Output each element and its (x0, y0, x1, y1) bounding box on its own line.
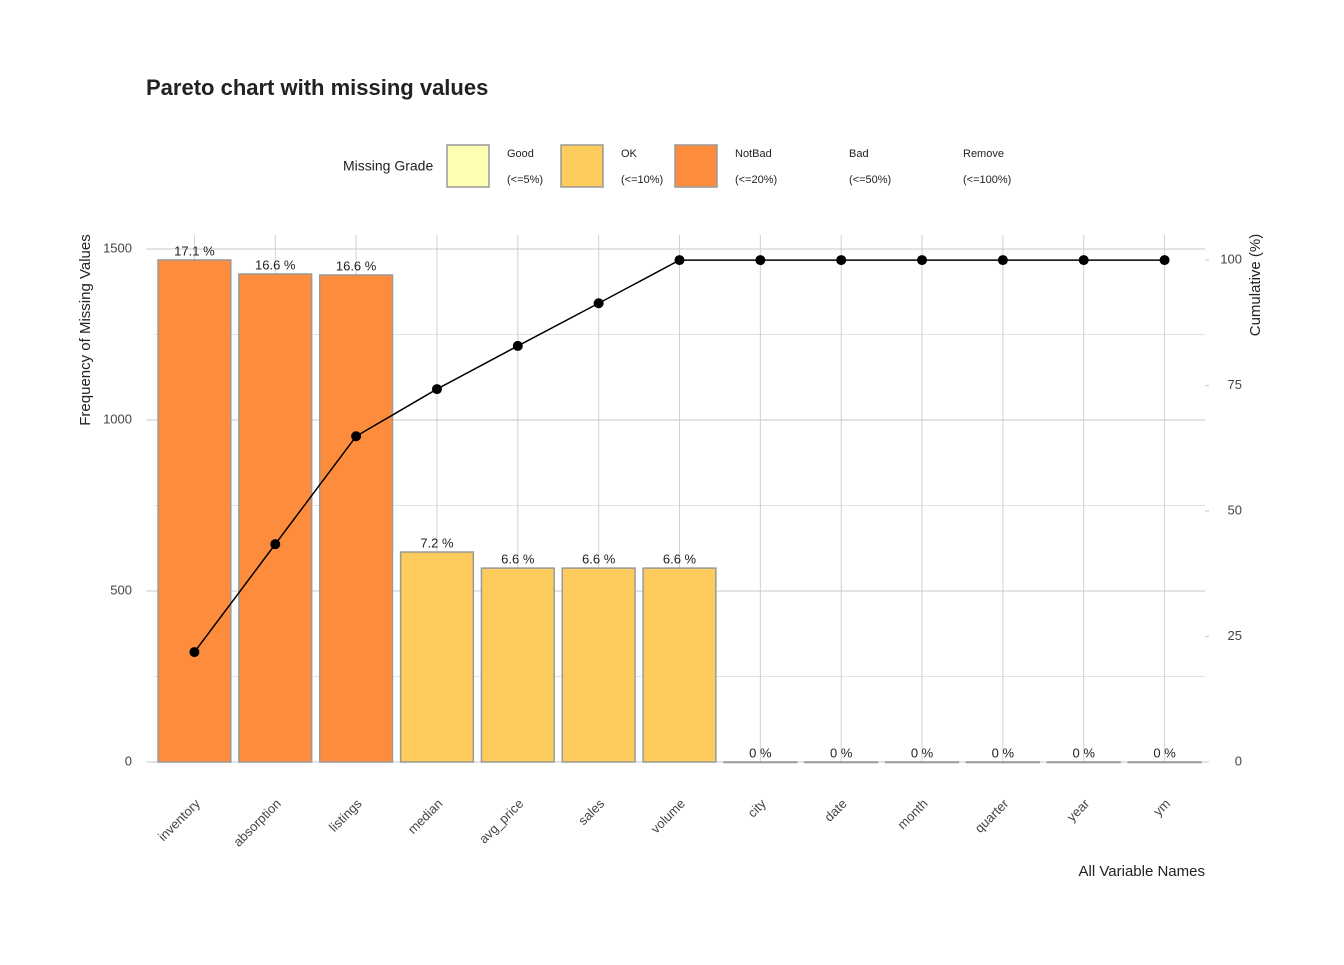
cumulative-point (1159, 255, 1170, 266)
x-tick-label: month (894, 796, 930, 832)
cumulative-point (593, 298, 604, 309)
bar-percent-label: 0 % (1073, 745, 1096, 760)
bar (965, 761, 1041, 764)
y2-tick-label: 0 (1235, 753, 1242, 768)
x-tick-label: median (405, 796, 446, 837)
y2-tick-label: 50 (1228, 502, 1242, 517)
x-tick-label: absorption (230, 796, 284, 850)
bar (480, 567, 555, 763)
bar (561, 567, 636, 763)
bar-percent-label: 0 % (749, 745, 772, 760)
bar-percent-label: 16.6 % (336, 258, 377, 273)
x-tick-label: avg_price (476, 796, 526, 846)
legend-range: (<=5%) (507, 174, 543, 186)
x-tick-label: listings (326, 796, 365, 835)
x-tick-label: quarter (972, 795, 1012, 835)
legend-label: Good (507, 148, 534, 160)
y-tick-label: 1000 (103, 411, 132, 426)
bar (399, 551, 475, 763)
bar-percent-label: 17.1 % (174, 243, 215, 258)
legend-label: Bad (849, 148, 869, 160)
cumulative-point (270, 539, 281, 550)
legend-label: OK (621, 148, 638, 160)
y2-tick-label: 100 (1220, 252, 1242, 267)
legend-range: (<=50%) (849, 174, 891, 186)
cumulative-point (836, 255, 847, 266)
bar-percent-label: 0 % (992, 745, 1015, 760)
legend-range: (<=10%) (621, 174, 663, 186)
bar (238, 273, 313, 763)
cumulative-point (189, 647, 200, 658)
cumulative-point (512, 340, 523, 351)
y-tick-label: 500 (110, 582, 132, 597)
y2-tick-label: 75 (1228, 377, 1242, 392)
bar-percent-label: 6.6 % (501, 552, 535, 567)
bar-percent-label: 16.6 % (255, 257, 296, 272)
cumulative-point (997, 255, 1008, 266)
cumulative-point (431, 384, 442, 395)
chart-title: Pareto chart with missing values (146, 75, 488, 100)
bar-percent-label: 0 % (830, 745, 853, 760)
legend-title: Missing Grade (343, 158, 433, 174)
bar-percent-label: 7.2 % (420, 535, 454, 550)
x-tick-label: year (1064, 795, 1093, 824)
x-axis-title: All Variable Names (1079, 863, 1205, 880)
x-tick-label: date (821, 796, 850, 825)
x-tick-label: city (745, 796, 770, 821)
cumulative-point (755, 255, 766, 266)
cumulative-point (1078, 255, 1089, 266)
bar-percent-label: 0 % (1153, 745, 1176, 760)
y2-axis-title: Cumulative (%) (1247, 234, 1264, 337)
y2-tick-label: 25 (1228, 628, 1242, 643)
x-tick-label: sales (575, 796, 607, 828)
legend-swatch (560, 144, 604, 188)
bar (804, 761, 879, 764)
bar-percent-label: 6.6 % (582, 552, 616, 567)
legend-range: (<=20%) (735, 174, 777, 186)
legend-label: NotBad (735, 148, 772, 160)
cumulative-point (917, 255, 928, 266)
y-tick-label: 1500 (103, 240, 132, 255)
cumulative-point (674, 255, 685, 266)
legend-swatch (674, 144, 718, 188)
x-tick-label: ym (1150, 796, 1173, 819)
x-tick-label: inventory (155, 796, 203, 844)
bar (642, 567, 717, 763)
bar (723, 761, 798, 764)
bar (1127, 761, 1202, 764)
legend-label: Remove (963, 148, 1004, 160)
bar-percent-label: 6.6 % (663, 552, 697, 567)
y-axis-title: Frequency of Missing Values (77, 234, 94, 425)
legend-swatch (446, 144, 490, 188)
bar (157, 259, 232, 763)
legend-range: (<=100%) (963, 174, 1011, 186)
x-tick-label: volume (648, 796, 688, 836)
bar-percent-label: 0 % (911, 745, 934, 760)
cumulative-point (351, 431, 362, 442)
bar (1046, 761, 1121, 764)
bar (318, 274, 394, 763)
y-tick-label: 0 (125, 753, 132, 768)
bar (884, 761, 960, 764)
